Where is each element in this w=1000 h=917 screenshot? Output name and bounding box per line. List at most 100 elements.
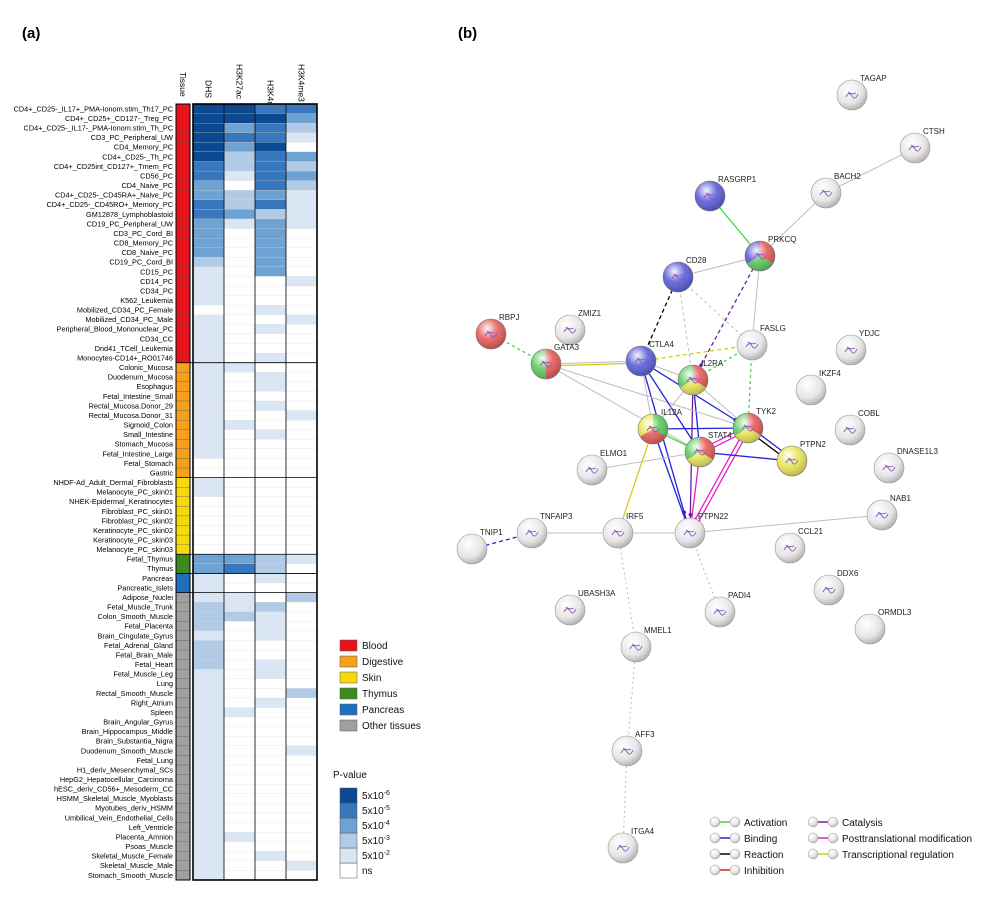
heat-cell	[285, 400, 318, 411]
heat-cell	[192, 295, 225, 306]
heat-cell	[223, 314, 256, 325]
heat-cell	[254, 285, 287, 296]
heat-cell	[285, 352, 318, 363]
node-structure	[539, 360, 553, 368]
node-structure	[819, 189, 833, 197]
node-fill	[795, 374, 827, 406]
heat-cell	[285, 793, 318, 804]
heat-cell	[223, 678, 256, 689]
heat-cell	[192, 285, 225, 296]
tissue-cell	[175, 659, 191, 670]
heat-cell	[192, 410, 225, 421]
node-label: RASGRP1	[718, 175, 757, 184]
heat-cell	[192, 554, 225, 564]
node-fill	[704, 596, 736, 628]
heat-cell	[285, 496, 318, 507]
heat-cell	[223, 420, 256, 430]
node-gloss	[744, 240, 776, 272]
heat-cell	[192, 276, 225, 287]
tissue-cell	[175, 515, 191, 526]
heat-cell	[192, 123, 225, 133]
network-node	[873, 452, 905, 484]
heat-cell	[254, 611, 287, 622]
network-edge	[490, 333, 547, 365]
heat-cell	[285, 506, 318, 517]
heat-cell	[223, 621, 256, 632]
node-gloss	[637, 413, 669, 445]
tissue-cell	[175, 793, 191, 804]
network-node	[674, 517, 706, 549]
tissue-cell	[175, 831, 191, 842]
heat-cell	[254, 151, 287, 162]
heat-cell	[254, 745, 287, 756]
heat-cell	[223, 180, 256, 191]
legend-label: 5x10-3	[362, 835, 390, 847]
legend-label-exponent: -4	[384, 820, 390, 827]
tissue-cell	[175, 123, 191, 133]
tissue-cell	[175, 324, 191, 335]
heat-cell	[254, 793, 287, 804]
heat-cell	[192, 209, 225, 220]
network-edges	[471, 147, 916, 849]
legend-label: Inhibition	[744, 866, 784, 877]
heat-cell	[254, 602, 287, 612]
node-structure	[629, 643, 643, 651]
tissue-cell	[175, 697, 191, 708]
heat-cell	[192, 764, 225, 775]
node-label: IL12A	[661, 408, 683, 417]
node-structure	[875, 511, 889, 519]
row-label: Fibroblast_PC_skin02	[102, 516, 173, 525]
heat-cell	[285, 582, 318, 593]
heat-cell	[192, 784, 225, 794]
node-structure	[822, 586, 836, 594]
heat-cell	[285, 774, 318, 785]
node-label: ELMO1	[600, 449, 628, 458]
network-node	[475, 318, 507, 350]
heat-cell	[223, 649, 256, 660]
heat-cell	[285, 132, 318, 143]
heat-cell	[254, 688, 287, 699]
tissue-cell	[175, 343, 191, 354]
heat-cell	[192, 439, 225, 449]
network-node	[813, 574, 845, 606]
heat-cell	[192, 755, 225, 766]
heat-cell	[223, 257, 256, 267]
row-label: Psoas_Muscle	[126, 842, 173, 851]
heat-cell	[223, 669, 256, 679]
tissue-cell	[175, 678, 191, 689]
legend-swatch	[339, 639, 358, 652]
node-structure	[908, 144, 922, 152]
network-node	[662, 261, 694, 293]
row-label: CD4+_CD25-_CD45RO+_Memory_PC	[46, 200, 173, 209]
heat-cell	[223, 764, 256, 775]
row-label: Duodenum_Mucosa	[108, 373, 174, 382]
node-label: ITGA4	[631, 827, 655, 836]
row-label: Fetal_Heart	[135, 660, 173, 669]
node-structure	[693, 448, 707, 456]
node-label: TNFAIP3	[540, 512, 573, 521]
legend-swatch	[339, 817, 358, 834]
heat-cell	[223, 448, 256, 459]
node-fill	[813, 574, 845, 606]
legend-label-base: 5x10	[362, 851, 384, 862]
node-structure	[525, 529, 539, 537]
heat-cell	[285, 151, 318, 162]
row-label: GM12878_Lymphoblastoid	[86, 210, 173, 219]
heat-cell	[223, 362, 256, 373]
row-label: Sigmoid_Colon	[124, 421, 174, 430]
heat-cell	[223, 774, 256, 785]
node-structure	[783, 544, 797, 552]
row-label: hESC_deriv_CD56+_Mesoderm_CC	[54, 785, 173, 794]
heat-cell	[285, 630, 318, 641]
legend-label: Reaction	[744, 850, 783, 861]
node-structure	[753, 252, 767, 260]
heat-cell	[285, 726, 318, 737]
row-label: Myotubes_deriv_HSMM	[95, 804, 173, 813]
row-label: Fetal_Thymus	[127, 555, 174, 564]
row-label: Rectal_Smooth_Muscle	[96, 689, 173, 698]
heat-cell	[285, 621, 318, 632]
heat-cell	[254, 132, 287, 143]
heat-cell	[285, 448, 318, 459]
row-label: CD56_PC	[140, 171, 173, 180]
heat-cell	[192, 774, 225, 785]
